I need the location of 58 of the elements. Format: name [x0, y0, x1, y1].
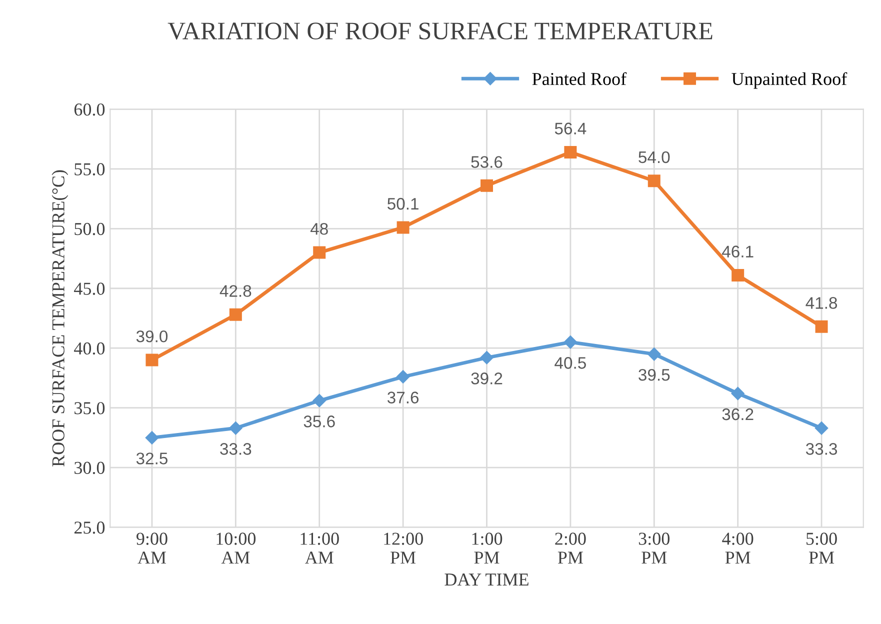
- data-label: 37.6: [387, 392, 419, 404]
- x-tick-label: 2:00 PM: [555, 532, 586, 564]
- point: [648, 174, 660, 188]
- x-tick-label: 12:00 PM: [384, 532, 423, 564]
- y-tick-label: 60.0: [74, 103, 105, 116]
- x-axis-title: DAY TIME: [444, 574, 528, 586]
- x-tick-label: 3:00 PM: [638, 532, 670, 564]
- x-tick-label: 4:00 PM: [722, 532, 754, 564]
- point: [564, 336, 578, 349]
- data-label: 39.5: [638, 368, 670, 381]
- point: [229, 422, 242, 435]
- data-label: 33.3: [806, 443, 838, 455]
- legend-label: Unpainted Roof: [732, 72, 848, 89]
- point: [396, 221, 410, 234]
- x-tick-label: 5:00 PM: [806, 532, 837, 564]
- point: [396, 370, 410, 384]
- point: [146, 354, 158, 366]
- data-label: 40.5: [554, 357, 586, 369]
- chart-title: VARIATION OF ROOF SURFACE TEMPERATURE: [168, 22, 712, 40]
- y-tick-label: 45.0: [74, 282, 105, 295]
- data-label: 56.4: [554, 122, 586, 134]
- point: [732, 268, 744, 282]
- y-tick-label: 30.0: [74, 462, 105, 474]
- data-label: 36.2: [722, 408, 754, 420]
- point: [564, 146, 577, 158]
- point: [313, 246, 326, 259]
- data-label: 54.0: [638, 151, 670, 164]
- x-tick-label: 1:00 PM: [472, 532, 502, 564]
- point: [145, 431, 159, 444]
- legend-label: Painted Roof: [532, 72, 627, 86]
- x-tick-label: 9:00 AM: [136, 532, 168, 564]
- point: [229, 308, 242, 321]
- y-tick-label: 25.0: [74, 522, 105, 534]
- x-tick-label: 10:00 AM: [216, 532, 256, 564]
- y-tick-label: 55.0: [74, 163, 105, 176]
- data-label: 39.0: [136, 330, 168, 342]
- data-label: 48: [310, 222, 328, 235]
- data-label: 46.1: [722, 246, 754, 258]
- point: [815, 320, 828, 333]
- data-label: 33.3: [220, 443, 252, 455]
- y-axis-title: ROOF SURFACE TEMPERATURE(°C): [52, 170, 68, 466]
- point: [648, 347, 661, 361]
- x-tick-label: 11:00 AM: [300, 532, 339, 564]
- data-label: 39.2: [471, 372, 502, 384]
- point: [480, 179, 494, 192]
- point: [480, 351, 494, 364]
- point: [814, 422, 828, 435]
- point: [312, 394, 326, 408]
- data-label: 35.6: [304, 416, 335, 428]
- data-label: 42.8: [220, 285, 252, 297]
- y-tick-label: 35.0: [74, 402, 105, 414]
- point: [731, 386, 744, 400]
- y-tick-label: 50.0: [74, 222, 105, 236]
- y-tick-label: 40.0: [74, 342, 105, 355]
- data-label: 53.6: [471, 156, 502, 168]
- data-label: 50.1: [388, 198, 418, 210]
- data-label: 32.5: [136, 452, 168, 464]
- data-label: 41.8: [806, 297, 838, 309]
